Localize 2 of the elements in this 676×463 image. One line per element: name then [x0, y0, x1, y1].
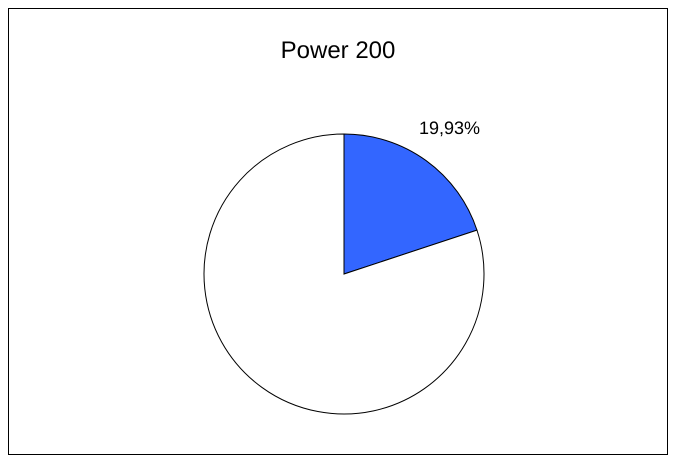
data-label: 19,93%: [418, 118, 480, 138]
chart-title: Power 200: [280, 37, 396, 65]
